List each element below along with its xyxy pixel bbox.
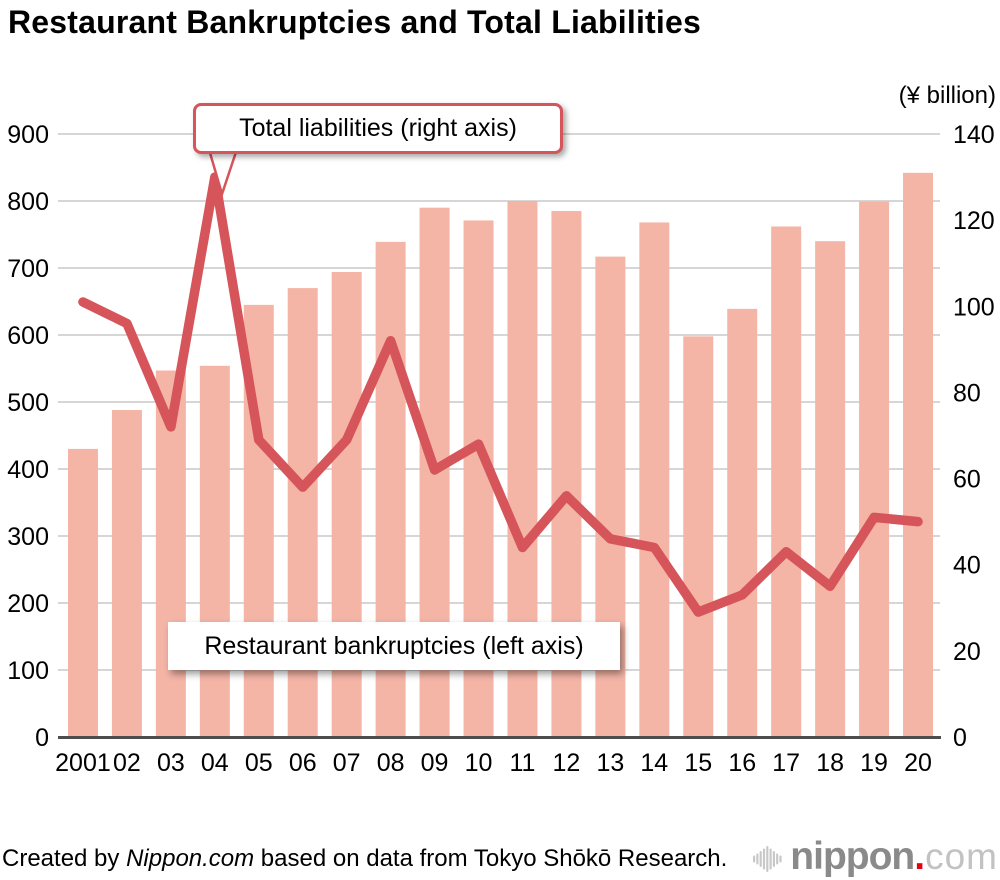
left-tick-600: 600 [7,322,49,350]
bar-14 [639,222,670,737]
right-tick-80: 80 [953,379,981,407]
bar-04 [199,365,230,737]
right-tick-40: 40 [953,552,981,580]
left-tick-900: 900 [7,121,49,149]
right-tick-20: 20 [953,638,981,666]
bar-16 [727,308,758,737]
right-tick-60: 60 [953,466,981,494]
left-tick-300: 300 [7,523,49,551]
x-label-16: 16 [728,749,756,777]
left-tick-400: 400 [7,456,49,484]
footer: Created by Nippon.com based on data from… [0,835,1000,880]
bar-20 [903,172,934,738]
left-tick-0: 0 [35,724,49,752]
bar-2001 [67,448,98,737]
left-tick-200: 200 [7,590,49,618]
soundwave-icon [753,846,782,872]
x-label-15: 15 [684,749,712,777]
x-label-14: 14 [640,749,668,777]
x-label-09: 09 [421,749,449,777]
x-label-19: 19 [860,749,888,777]
x-label-2001: 2001 [55,749,111,777]
credit-prefix: Created by [2,845,127,872]
x-label-20: 20 [904,749,932,777]
right-axis-ticks: 0 20 40 60 80 100 120 140 [953,121,995,752]
left-tick-500: 500 [7,389,49,417]
bar-17 [771,226,802,737]
left-axis-ticks: 0 100 200 300 400 500 600 700 800 900 [7,121,49,752]
bar-18 [815,241,846,737]
annotation-total-liabilities: Total liabilities (right axis) [193,103,563,154]
x-label-18: 18 [816,749,844,777]
x-label-13: 13 [596,749,624,777]
gridlines [58,133,940,671]
x-label-07: 07 [333,749,361,777]
x-label-08: 08 [377,749,405,777]
nippon-logo: nippon. com [753,835,998,879]
x-label-03: 03 [157,749,185,777]
right-tick-140: 140 [953,121,995,149]
x-label-02: 02 [113,749,141,777]
logo-nippon: nippon [790,835,915,878]
bar-19 [859,201,890,738]
right-tick-0: 0 [953,724,967,752]
x-axis-labels: 2001 02 03 04 05 06 07 08 09 10 11 12 13 14 15 16 17 18 19… [55,749,932,777]
left-tick-100: 100 [7,657,49,685]
credit-text: Created by Nippon.com based on data from… [2,845,727,873]
liabilities-line [78,172,923,617]
right-tick-120: 120 [953,207,995,235]
right-tick-100: 100 [953,293,995,321]
x-label-11: 11 [509,749,535,777]
x-label-12: 12 [553,749,581,777]
left-tick-700: 700 [7,255,49,283]
chart-title: Restaurant Bankruptcies and Total Liabil… [8,4,701,40]
annotation-restaurant-bankruptcies: Restaurant bankruptcies (left axis) [168,622,620,670]
logo-com: com [925,836,998,877]
x-label-17: 17 [772,749,800,777]
logo-dot: . [914,835,926,878]
x-label-06: 06 [289,749,317,777]
right-axis-unit-label: (¥ billion) [898,82,996,109]
x-label-10: 10 [465,749,493,777]
left-tick-800: 800 [7,188,49,216]
x-label-04: 04 [201,749,229,777]
bar-02 [111,410,142,737]
x-label-05: 05 [245,749,273,777]
credit-nippon-com: Nippon.com [126,845,255,872]
credit-suffix: based on data from Tokyo Shōkō Research. [254,845,728,872]
bar-15 [683,336,714,737]
